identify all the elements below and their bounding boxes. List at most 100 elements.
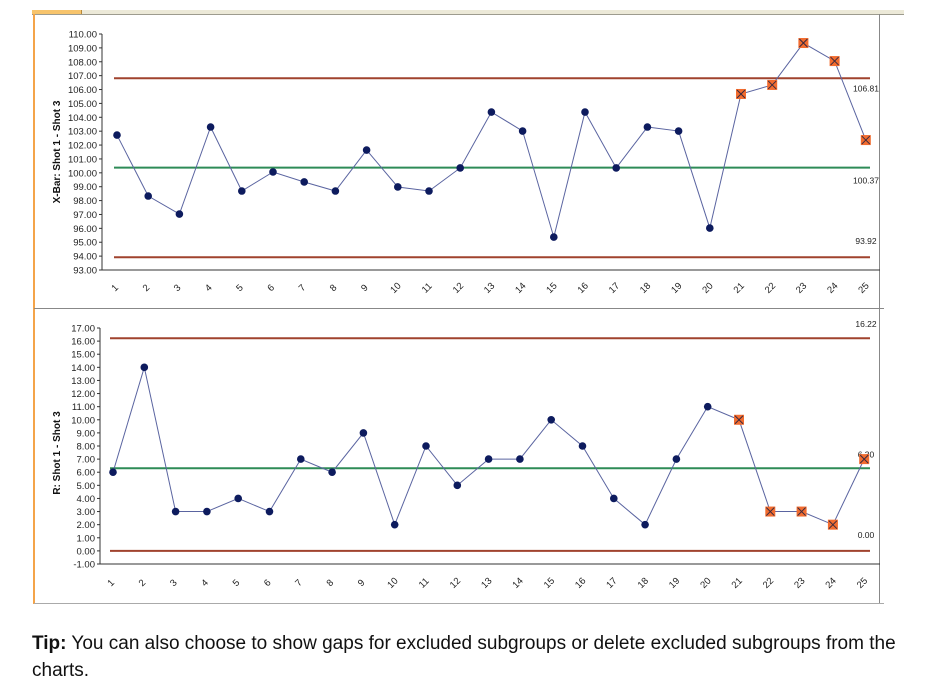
y-tick-label: 99.00 bbox=[73, 182, 97, 193]
x-tick-label: 8 bbox=[325, 577, 337, 589]
x-mark-icon bbox=[767, 80, 777, 90]
y-tick-label: 101.00 bbox=[68, 154, 97, 165]
x-tick-label: 25 bbox=[856, 281, 871, 296]
y-tick-label: 105.00 bbox=[68, 99, 97, 110]
x-tick-label: 16 bbox=[573, 576, 588, 591]
data-point-marker[interactable] bbox=[425, 187, 433, 195]
y-tick-label: 4.00 bbox=[77, 494, 96, 505]
x-tick-label: 12 bbox=[451, 281, 466, 296]
data-point-marker[interactable] bbox=[300, 178, 309, 186]
x-mark-icon bbox=[765, 507, 775, 516]
data-point-marker[interactable] bbox=[297, 455, 305, 463]
data-point-marker[interactable] bbox=[484, 455, 493, 463]
x-tick-label: 6 bbox=[265, 282, 277, 294]
ucl-label: 106.81 bbox=[853, 83, 879, 93]
xbar-chart: 93.00 94.00 95.00 96.00 97.00 98.00 99.00 100.0… bbox=[52, 30, 880, 296]
data-point-marker[interactable] bbox=[487, 108, 496, 116]
sheet-bottom-border bbox=[34, 603, 884, 604]
series-line bbox=[112, 367, 865, 527]
data-point-marker[interactable] bbox=[144, 192, 152, 200]
data-point-marker[interactable] bbox=[516, 455, 524, 463]
data-point-marker[interactable] bbox=[269, 168, 277, 176]
y-tick-label: -1.00 bbox=[73, 560, 95, 571]
y-tick-label: 106.00 bbox=[68, 85, 97, 96]
x-tick-label: 9 bbox=[356, 577, 368, 589]
data-point-marker[interactable] bbox=[643, 123, 652, 131]
data-point-marker[interactable] bbox=[238, 187, 246, 195]
data-point-marker[interactable] bbox=[140, 363, 149, 372]
x-mark-icon bbox=[828, 520, 838, 530]
data-point-marker[interactable] bbox=[453, 481, 462, 490]
x-mark-icon bbox=[736, 89, 746, 99]
data-point-marker[interactable] bbox=[359, 429, 368, 437]
data-point-marker[interactable] bbox=[581, 108, 589, 116]
y-tick-label: 15.00 bbox=[71, 350, 95, 361]
y-axis-title: R: Shot 1 - Shot 3 bbox=[52, 411, 63, 495]
y-tick-label: 8.00 bbox=[77, 442, 96, 453]
x-tick-label: 2 bbox=[137, 577, 149, 589]
data-point-marker[interactable] bbox=[328, 468, 336, 477]
x-tick-label: 25 bbox=[855, 576, 870, 591]
data-point-marker[interactable] bbox=[109, 468, 117, 477]
y-tick-label: 104.00 bbox=[68, 113, 97, 124]
x-tick-label: 11 bbox=[420, 281, 435, 296]
data-point-marker[interactable] bbox=[390, 520, 399, 529]
data-point-marker[interactable] bbox=[578, 442, 587, 450]
x-tick-label: 3 bbox=[168, 577, 180, 589]
y-tick-label: 10.00 bbox=[71, 415, 95, 426]
x-tick-label: 15 bbox=[544, 281, 559, 296]
x-mark-icon bbox=[859, 454, 869, 464]
y-tick-label: 96.00 bbox=[73, 224, 97, 235]
x-tick-label: 21 bbox=[730, 576, 745, 591]
x-mark-icon bbox=[830, 56, 839, 66]
x-tick-label: 17 bbox=[607, 281, 622, 296]
data-point-marker[interactable] bbox=[394, 183, 402, 191]
x-tick-label: 20 bbox=[698, 576, 713, 591]
y-tick-label: 2.00 bbox=[77, 520, 96, 531]
y-tick-label: 0.00 bbox=[77, 546, 96, 557]
x-tick-label: 3 bbox=[172, 282, 184, 294]
data-point-marker[interactable] bbox=[706, 224, 714, 232]
x-tick-label: 20 bbox=[700, 281, 715, 296]
data-point-marker[interactable] bbox=[206, 123, 215, 131]
data-point-marker[interactable] bbox=[641, 520, 649, 529]
x-tick-label: 5 bbox=[234, 282, 246, 294]
data-point-marker[interactable] bbox=[672, 455, 681, 463]
x-tick-label: 14 bbox=[513, 281, 528, 296]
x-tick-label: 1 bbox=[105, 577, 117, 589]
y-tick-label: 110.00 bbox=[69, 30, 97, 41]
data-point-marker[interactable] bbox=[456, 164, 465, 172]
data-point-marker[interactable] bbox=[674, 127, 683, 135]
x-tick-label: 16 bbox=[576, 281, 591, 296]
series-line bbox=[116, 42, 867, 240]
data-point-marker[interactable] bbox=[703, 402, 712, 411]
data-point-marker[interactable] bbox=[113, 131, 121, 139]
x-tick-label: 13 bbox=[479, 576, 494, 591]
data-point-marker[interactable] bbox=[265, 507, 274, 516]
data-point-marker[interactable] bbox=[547, 415, 555, 424]
x-tick-label: 10 bbox=[388, 281, 403, 296]
data-point-marker[interactable] bbox=[518, 127, 527, 135]
data-point-marker[interactable] bbox=[550, 233, 558, 241]
data-point-marker[interactable] bbox=[610, 494, 618, 503]
lcl-label: 93.92 bbox=[855, 236, 877, 246]
data-point-marker[interactable] bbox=[331, 187, 340, 195]
data-point-marker[interactable] bbox=[422, 442, 430, 450]
x-tick-label: 7 bbox=[297, 282, 309, 294]
y-tick-label: 98.00 bbox=[73, 196, 97, 207]
chart-sheet-frame bbox=[33, 14, 880, 604]
tip-label: Tip: bbox=[32, 633, 67, 654]
y-tick-label: 109.00 bbox=[68, 43, 97, 54]
x-tick-label: 6 bbox=[262, 577, 274, 589]
data-point-marker[interactable] bbox=[612, 164, 620, 172]
data-point-marker[interactable] bbox=[234, 494, 242, 503]
data-point-marker[interactable] bbox=[362, 146, 371, 154]
x-tick-label: 18 bbox=[638, 281, 653, 296]
data-point-marker[interactable] bbox=[175, 210, 184, 218]
y-tick-label: 97.00 bbox=[73, 210, 97, 221]
x-tick-label: 4 bbox=[199, 577, 211, 589]
data-point-marker[interactable] bbox=[171, 507, 180, 516]
y-tick-label: 102.00 bbox=[68, 141, 97, 152]
y-tick-label: 3.00 bbox=[77, 507, 96, 518]
data-point-marker[interactable] bbox=[203, 507, 211, 516]
